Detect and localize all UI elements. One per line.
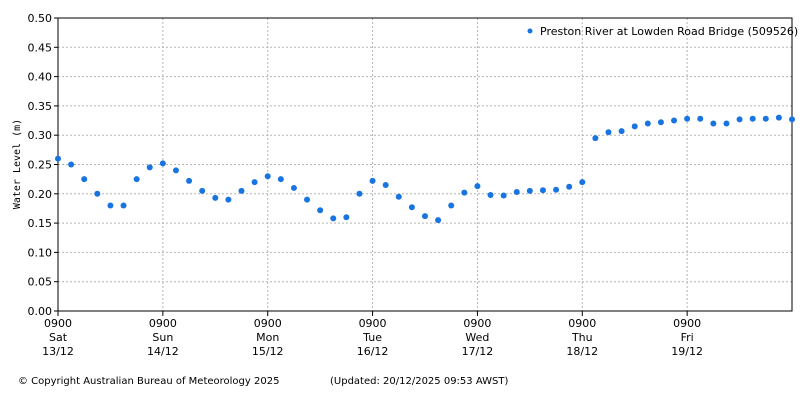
y-tick-label: 0.00 [28,305,53,318]
x-tick-label: 0900 [359,317,387,330]
data-point [68,161,75,168]
y-tick-label: 0.15 [28,217,53,230]
footer-updated: (Updated: 20/12/2025 09:53 AWST) [330,376,508,387]
data-point [186,177,193,184]
data-point [526,187,533,194]
data-point [107,202,114,209]
x-tick-label: Tue [362,331,382,344]
x-tick-label: Sat [49,331,68,344]
x-tick-label: 13/12 [42,345,74,358]
data-point [120,202,127,209]
data-point [238,187,245,194]
x-tick-label: 15/12 [252,345,284,358]
x-tick-label: 14/12 [147,345,179,358]
x-tick-label: 0900 [254,317,282,330]
data-point [304,196,311,203]
data-point [749,115,756,122]
data-point [395,193,402,200]
data-point [212,194,219,201]
data-point [500,192,507,199]
data-point [487,191,494,198]
y-tick-label: 0.50 [28,12,53,25]
data-point [736,116,743,123]
data-point [762,115,769,122]
x-tick-label: 0900 [568,317,596,330]
data-point [94,190,101,197]
data-point [553,186,560,193]
x-tick-label: 0900 [149,317,177,330]
data-point [317,207,324,214]
data-point [356,190,363,197]
data-point [461,189,468,196]
x-tick-label: Mon [256,331,279,344]
data-point [631,123,638,130]
y-tick-label: 0.20 [28,188,53,201]
data-point [513,189,520,196]
x-tick-label: 0900 [44,317,72,330]
data-point [671,117,678,124]
y-tick-label: 0.40 [28,71,53,84]
data-point [277,176,284,183]
x-tick-label: Thu [571,331,593,344]
y-tick-label: 0.35 [28,100,53,113]
data-point [618,128,625,135]
data-point [369,177,376,184]
x-tick-label: 0900 [463,317,491,330]
x-tick-label: 16/12 [357,345,389,358]
x-tick-label: Sun [152,331,173,344]
data-point [775,114,782,121]
x-tick-label: 0900 [673,317,701,330]
data-point [251,179,258,186]
data-point [225,196,232,203]
legend-marker [527,28,533,34]
data-point [422,213,428,220]
x-tick-label: 17/12 [462,345,494,358]
y-tick-label: 0.30 [28,129,53,142]
data-point [159,160,166,167]
data-point [605,129,612,136]
x-tick-label: 19/12 [671,345,703,358]
data-point [408,204,415,211]
data-point [789,116,795,123]
x-tick-label: Wed [465,331,489,344]
data-point [723,120,730,127]
data-point [592,135,599,142]
data-point [290,184,297,191]
data-point [684,115,691,122]
plot-frame [57,17,793,312]
data-point [657,119,664,126]
legend-label: Preston River at Lowden Road Bridge (509… [540,25,798,38]
x-tick-label: Fri [681,331,694,344]
data-point [435,217,442,224]
data-point [81,176,88,183]
data-point [382,182,389,189]
y-tick-label: 0.25 [28,159,53,172]
x-tick-label: 18/12 [566,345,598,358]
data-point [199,187,206,194]
data-point [55,155,61,162]
data-point [146,164,153,171]
data-point [579,179,586,186]
data-point [697,115,704,122]
y-tick-label: 0.05 [28,276,53,289]
data-point [644,120,651,127]
data-point [172,167,179,174]
data-point [539,187,546,194]
data-point [710,120,717,127]
y-tick-label: 0.45 [28,41,53,54]
data-point [330,215,337,222]
data-point [133,176,140,183]
data-point [566,183,573,190]
y-axis-label: Water Level (m) [12,119,23,209]
data-point [343,214,350,221]
data-point [474,183,481,190]
data-point [448,202,455,209]
data-point [264,173,271,180]
footer-copyright: © Copyright Australian Bureau of Meteoro… [18,376,279,387]
y-tick-label: 0.10 [28,246,53,259]
